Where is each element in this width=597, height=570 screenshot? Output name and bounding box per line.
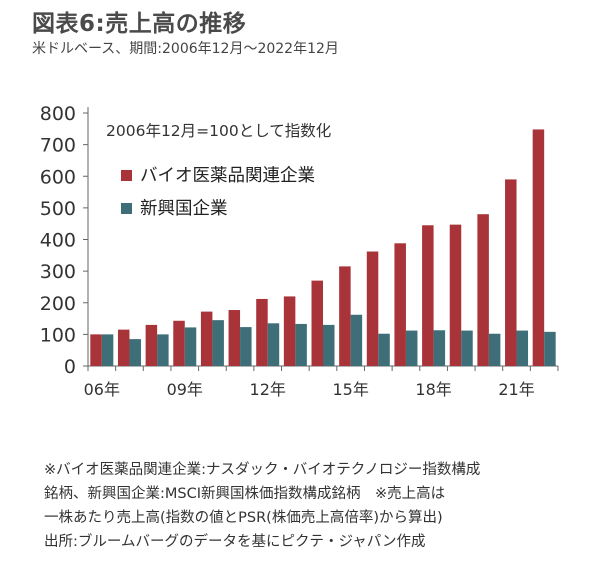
legend-swatch [121, 203, 132, 214]
bar-biopharma [200, 311, 213, 366]
bar-emerging [461, 330, 473, 366]
x-tick-label: 18年 [415, 380, 451, 399]
bar-emerging [267, 323, 280, 366]
x-tick-label: 12年 [250, 380, 286, 399]
bar-biopharma [449, 224, 462, 366]
bar-biopharma [505, 179, 517, 366]
x-tick-label: 21年 [498, 380, 534, 399]
bar-emerging [240, 327, 252, 366]
footnote-line: 一株あたり売上高(指数の値とPSR(株価売上高倍率)から算出) [44, 510, 443, 526]
bar-biopharma [145, 324, 158, 366]
footnote-line: ※バイオ医薬品関連企業:ナスダック・バイオテクノロジー指数構成 [44, 462, 481, 478]
bar-emerging [405, 330, 418, 366]
bar-emerging [129, 339, 141, 366]
index-annotation: 2006年12月=100として指数化 [106, 122, 331, 140]
chart-subtitle: 米ドルベース、期間:2006年12月〜2022年12月 [32, 41, 339, 57]
bar-emerging [212, 320, 224, 366]
footnote-line: 出所:ブルームバーグのデータを基にピクテ・ジャパン作成 [44, 534, 426, 550]
y-tick-label: 200 [40, 293, 76, 315]
bar-biopharma [283, 296, 296, 366]
bar-emerging [544, 331, 556, 366]
bar-emerging [295, 323, 307, 366]
y-tick-label: 800 [40, 103, 76, 125]
legend-label: 新興国企業 [140, 199, 228, 219]
x-tick-label: 09年 [167, 380, 203, 399]
y-tick-label: 300 [40, 261, 76, 283]
bar-biopharma [90, 334, 102, 366]
bar-biopharma [477, 214, 489, 366]
y-tick-label: 600 [40, 166, 76, 188]
bar-emerging [488, 333, 501, 366]
bar-biopharma [394, 243, 406, 366]
bar-biopharma [311, 280, 323, 366]
y-tick-label: 700 [40, 135, 76, 157]
footnote-line: 銘柄、新興国企業:MSCI新興国株価指数構成銘柄 ※売上高は [44, 486, 446, 502]
bar-biopharma [339, 266, 351, 366]
bar-emerging [433, 330, 446, 366]
bar-biopharma [422, 225, 434, 366]
x-tick-label: 15年 [332, 380, 368, 399]
bar-emerging [101, 334, 114, 366]
y-tick-label: 0 [64, 356, 76, 378]
chart-title: 図表6:売上高の推移 [32, 11, 247, 37]
legend-swatch [121, 170, 132, 181]
bar-emerging [323, 324, 335, 366]
bar-biopharma [366, 251, 379, 366]
footnotes: ※バイオ医薬品関連企業:ナスダック・バイオテクノロジー指数構成 銘柄、新興国企業… [44, 458, 584, 554]
bar-emerging [157, 334, 169, 366]
bar-biopharma [228, 310, 241, 366]
y-tick-label: 400 [40, 230, 76, 252]
bar-emerging [516, 330, 529, 366]
bar-biopharma [532, 129, 545, 366]
bar-emerging [350, 314, 363, 366]
bar-biopharma [256, 298, 268, 366]
y-tick-label: 100 [40, 324, 76, 346]
bar-emerging [184, 327, 197, 366]
bar-biopharma [117, 329, 130, 366]
x-tick-label: 06年 [84, 380, 120, 399]
bar-emerging [378, 333, 390, 366]
legend-label: バイオ医薬品関連企業 [140, 166, 315, 186]
bar-biopharma [173, 320, 185, 366]
y-tick-label: 500 [40, 198, 76, 220]
bar-chart: 0 100 200 300 400 500 600 700 800 06年 09年 12年 15年 18年… [40, 103, 559, 399]
